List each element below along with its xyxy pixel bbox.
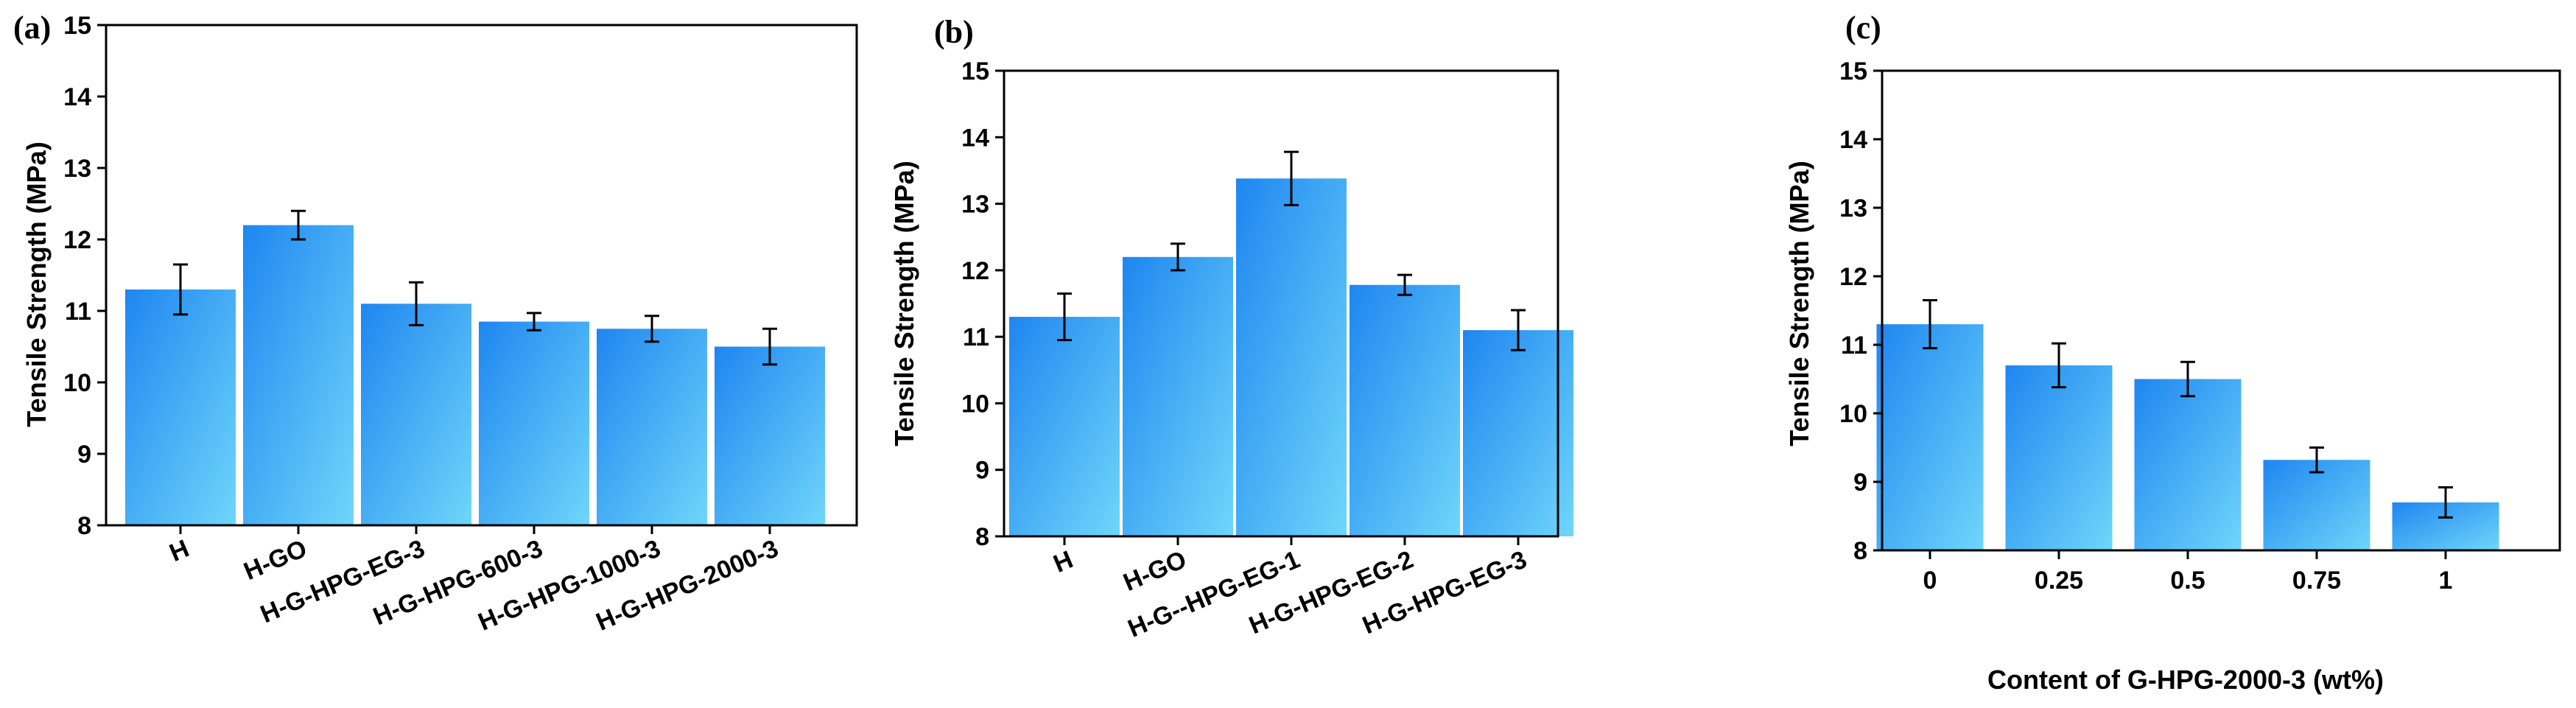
x-tick-label-c-2: 0.5: [2170, 567, 2205, 595]
y-tick-label-c-6: 14: [1839, 126, 1867, 154]
y-axis-title-b: Tensile Strength (MPa): [889, 161, 919, 446]
y-tick-label-b-7: 15: [961, 57, 989, 85]
y-tick-label-a-0: 8: [77, 512, 91, 540]
x-tick-label-c-1: 0.25: [2035, 567, 2083, 595]
bar-c-1: [2005, 365, 2113, 550]
y-tick-label-a-3: 11: [65, 298, 91, 326]
y-tick-label-c-3: 11: [1841, 332, 1867, 360]
error-bar-a-4: [645, 315, 659, 343]
panel-label-b: (b): [934, 14, 974, 50]
axes-frame-c: [1881, 69, 2561, 552]
y-axis-title-a: Tensile Strength (MPa): [21, 141, 52, 427]
bar-b-1: [1123, 256, 1233, 536]
axes-frame-a: [105, 24, 858, 527]
bar-a-0: [125, 289, 236, 525]
error-bar-c-4: [2438, 486, 2453, 519]
y-tick-label-b-3: 11: [963, 323, 989, 351]
x-tick-label-c-0: 0: [1923, 567, 1937, 595]
x-tick-label-b-0: H: [1050, 545, 1077, 578]
error-bar-b-2: [1284, 150, 1299, 206]
error-bar-c-1: [2052, 342, 2066, 389]
error-bar-a-3: [527, 312, 541, 332]
error-bar-b-4: [1511, 309, 1526, 351]
y-tick-label-b-0: 8: [975, 523, 989, 551]
bar-a-4: [597, 329, 707, 525]
error-bar-b-3: [1397, 273, 1412, 296]
x-tick-label-c-3: 0.75: [2292, 567, 2341, 595]
y-tick-label-c-7: 15: [1839, 57, 1867, 85]
y-tick-label-a-2: 10: [63, 369, 91, 397]
bar-a-5: [715, 346, 825, 525]
y-tick-label-a-4: 12: [63, 226, 91, 254]
y-tick-label-c-0: 8: [1853, 537, 1867, 565]
y-axis-title-c: Tensile Strength (MPa): [1784, 161, 1814, 446]
error-bar-b-1: [1171, 242, 1185, 272]
y-tick-label-b-6: 14: [961, 124, 989, 152]
chart-panel-c: (c) Tensile Strength (MPa) Content of G-…: [1784, 10, 2561, 695]
y-tick-label-a-1: 9: [77, 441, 91, 469]
error-bar-a-5: [762, 327, 777, 366]
x-tick-label-a-1: H-GO: [240, 534, 312, 586]
error-bar-a-1: [291, 209, 306, 241]
bar-b-0: [1009, 317, 1120, 536]
bar-b-4: [1463, 330, 1573, 536]
x-tick-label-c-4: 1: [2439, 567, 2453, 595]
y-tick-label-a-6: 14: [63, 83, 91, 111]
chart-panel-b: (b) Tensile Strength (MPa) 8 9 10 11 12 13 14 1…: [889, 14, 1573, 643]
y-tick-label-a-5: 13: [63, 155, 91, 183]
y-tick-label-b-4: 12: [961, 257, 989, 285]
x-tick-label-a-0: H: [166, 534, 193, 567]
y-tick-label-b-2: 10: [961, 390, 989, 418]
panel-label-a: (a): [13, 10, 51, 46]
error-bar-c-2: [2180, 360, 2195, 398]
chart-panel-a: (a) Tensile Strength (MPa) 8 9 10 11 12 13 14 1…: [13, 10, 858, 637]
error-bar-c-0: [1923, 299, 1937, 350]
y-tick-label-b-5: 13: [961, 191, 989, 219]
bar-a-2: [361, 304, 471, 525]
bar-b-2: [1236, 178, 1347, 536]
x-axis-title-c: Content of G-HPG-2000-3 (wt%): [1987, 665, 2384, 695]
error-bar-c-3: [2309, 446, 2324, 474]
y-tick-label-b-1: 9: [975, 457, 989, 485]
panel-label-c: (c): [1845, 10, 1881, 46]
y-tick-label-c-1: 9: [1853, 469, 1867, 497]
axes-frame-b: [1003, 69, 1559, 538]
bar-b-3: [1350, 284, 1460, 536]
error-bar-a-0: [173, 263, 188, 316]
bar-a-3: [479, 321, 589, 525]
x-tick-label-b-1: H-GO: [1120, 545, 1191, 597]
bar-c-0: [1876, 324, 1984, 550]
bar-c-3: [2263, 460, 2370, 550]
y-tick-label-c-5: 13: [1839, 194, 1867, 222]
y-tick-label-a-7: 15: [63, 12, 91, 40]
error-bar-a-2: [409, 281, 424, 326]
bar-c-2: [2134, 379, 2242, 550]
bar-a-1: [243, 225, 354, 525]
y-tick-label-c-2: 10: [1839, 400, 1867, 428]
y-tick-label-c-4: 12: [1839, 263, 1867, 291]
error-bar-b-0: [1057, 292, 1072, 342]
